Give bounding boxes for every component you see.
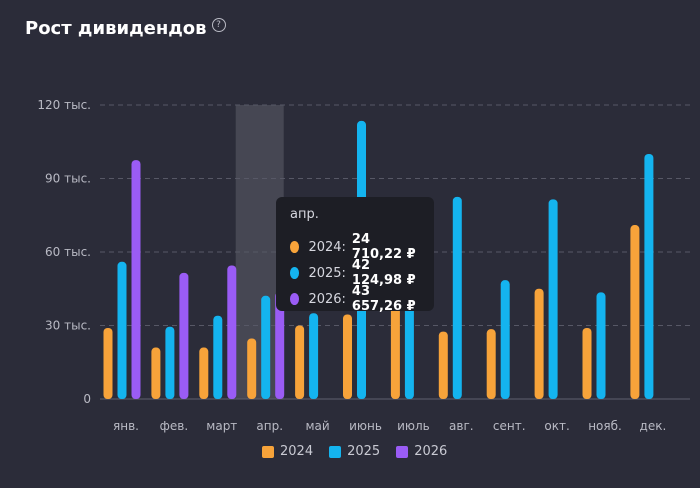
chart-tooltip: апр. 2024: 24 710,22 ₽ 2025: 42 124,98 ₽…	[276, 197, 434, 314]
tooltip-year: 2026:	[308, 291, 346, 307]
bar-2025	[548, 199, 558, 399]
bar-2024	[630, 225, 640, 399]
x-tick-label: май	[305, 419, 329, 433]
x-tick-label: март	[206, 419, 237, 433]
bar-2024	[438, 331, 448, 399]
legend-label: 2025	[347, 444, 381, 459]
bar-chart: 0 30 тыс. 60 тыс. 90 тыс. 120 тыс. янв. фев. ма…	[37, 98, 690, 433]
legend-swatch-2025	[329, 445, 342, 458]
tooltip-value: 42 124,98 ₽	[351, 258, 416, 288]
bar-2024	[199, 347, 209, 399]
bar-2024	[247, 338, 257, 399]
y-tick-label: 90 тыс.	[45, 172, 91, 186]
legend-swatch-2024	[262, 445, 274, 458]
legend-label: 2026	[414, 444, 448, 459]
x-tick-label: сент.	[493, 419, 526, 433]
help-icon[interactable]: ?	[211, 18, 226, 32]
bar-2026	[179, 272, 189, 399]
tooltip-value: 43 657,26 ₽	[351, 284, 416, 314]
y-tick-label: 30 тыс.	[45, 319, 91, 333]
x-tick-label: авг.	[449, 419, 474, 433]
y-tick-label: 0	[83, 392, 91, 406]
bar-2025	[644, 154, 654, 399]
legend-item-2024[interactable]: 2024	[262, 444, 313, 459]
x-tick-label: дек.	[640, 419, 667, 433]
x-tick-label: янв.	[113, 419, 139, 433]
tooltip-dot-2024	[290, 241, 300, 253]
chart-header: Рост дивидендов ?	[25, 18, 226, 39]
x-tick-label: фев.	[160, 419, 189, 433]
x-tick-label: июнь	[349, 419, 382, 433]
bar-2025	[213, 315, 223, 399]
bar-2024	[295, 325, 305, 399]
bar-2025	[452, 196, 462, 399]
tooltip-row-2025: 2025: 42 124,98 ₽	[290, 258, 420, 288]
x-tick-label: окт.	[544, 419, 569, 433]
tooltip-row-2026: 2026: 43 657,26 ₽	[290, 284, 420, 314]
legend-label: 2024	[280, 444, 314, 459]
bar-2025	[117, 261, 127, 399]
tooltip-title: апр.	[290, 207, 319, 222]
chart-legend: 2024 2025 2026	[262, 444, 447, 459]
bar-2024	[486, 329, 496, 399]
bar-2024	[151, 347, 161, 399]
bar-2026	[131, 160, 141, 399]
x-tick-label: нояб.	[588, 419, 622, 433]
bar-2024	[343, 314, 352, 399]
tooltip-year: 2024:	[308, 239, 346, 255]
bar-2025	[165, 326, 175, 399]
bar-2025	[596, 292, 606, 399]
tooltip-year: 2025:	[308, 265, 346, 281]
bar-2025	[309, 313, 319, 399]
bar-2026	[275, 292, 285, 399]
bar-2026	[227, 265, 237, 399]
chart-title: Рост дивидендов	[25, 18, 207, 39]
x-tick-label: июль	[397, 419, 430, 433]
bar-2024	[582, 327, 592, 399]
legend-swatch-2026	[396, 445, 409, 458]
tooltip-value: 24 710,22 ₽	[351, 232, 416, 262]
bar-2025	[261, 295, 271, 399]
tooltip-dot-2025	[290, 267, 300, 279]
x-tick-label: апр.	[256, 419, 283, 433]
y-tick-label: 120 тыс.	[37, 98, 91, 112]
bar-2025	[500, 280, 510, 399]
tooltip-dot-2026	[290, 293, 300, 305]
tooltip-row-2024: 2024: 24 710,22 ₽	[290, 232, 420, 262]
bar-2024	[103, 327, 113, 399]
legend-item-2026[interactable]: 2026	[396, 444, 447, 459]
bar-2024	[534, 288, 544, 399]
y-tick-label: 60 тыс.	[45, 245, 91, 259]
legend-item-2025[interactable]: 2025	[329, 444, 380, 459]
